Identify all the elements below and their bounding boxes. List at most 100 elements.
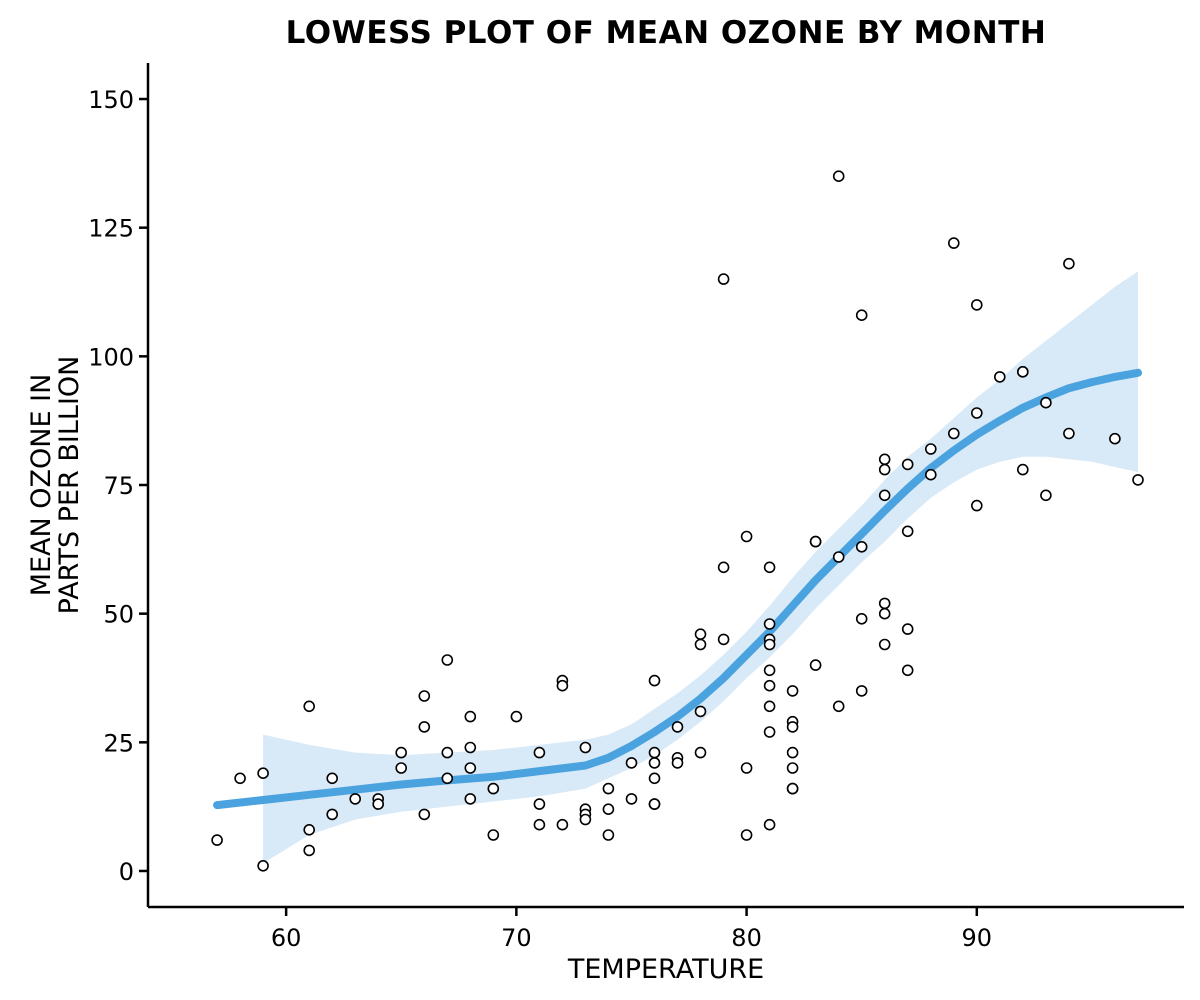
data-point <box>924 468 937 481</box>
y-tick-label-50: 50 <box>103 601 134 629</box>
data-point <box>257 859 269 872</box>
y-tick-label-100: 100 <box>88 343 134 371</box>
data-point <box>694 746 707 759</box>
data-point <box>901 664 914 677</box>
data-point <box>303 844 316 857</box>
data-point <box>878 453 891 466</box>
data-point <box>855 309 868 322</box>
confidence-band <box>263 271 1139 864</box>
data-point <box>786 762 799 774</box>
data-point <box>1016 365 1029 378</box>
data-point <box>740 762 753 774</box>
data-point <box>786 782 799 795</box>
data-point <box>740 530 753 543</box>
data-point <box>1040 396 1052 409</box>
y-axis-label-line-1: MEAN OZONE IN <box>26 374 57 597</box>
y-axis-label-line-2: PARTS PER BILLION <box>54 356 85 615</box>
data-point <box>740 829 753 841</box>
data-point <box>878 489 891 502</box>
data-point <box>418 808 431 821</box>
data-point <box>832 170 845 182</box>
data-point <box>556 818 569 831</box>
data-point <box>763 818 776 831</box>
data-point <box>234 772 246 785</box>
data-point <box>671 721 684 733</box>
data-point <box>418 721 431 733</box>
data-point <box>1132 474 1144 486</box>
data-point <box>878 597 891 610</box>
lowess-line-layer <box>213 368 1142 810</box>
data-point <box>901 623 914 635</box>
data-point <box>349 793 362 805</box>
x-tick-label-70: 70 <box>501 924 532 952</box>
x-axis-label: TEMPERATURE <box>567 954 764 985</box>
data-point <box>441 746 454 759</box>
data-point <box>970 299 983 311</box>
data-point <box>947 427 960 440</box>
data-point <box>832 700 845 713</box>
data-point <box>901 458 914 471</box>
data-point <box>533 798 546 810</box>
data-point <box>763 726 776 738</box>
data-point <box>717 273 730 285</box>
data-point <box>763 618 776 630</box>
data-point <box>556 679 569 692</box>
data-point <box>533 818 546 831</box>
data-point <box>487 782 500 795</box>
data-point <box>809 535 822 548</box>
data-point <box>763 679 776 692</box>
data-point <box>211 834 223 846</box>
data-point <box>441 654 454 666</box>
data-point <box>464 793 477 805</box>
data-point <box>1109 432 1121 445</box>
data-point <box>993 371 1006 383</box>
data-point <box>763 664 776 677</box>
data-point <box>809 659 822 671</box>
data-point <box>694 705 707 718</box>
data-point <box>648 674 661 687</box>
lowess-line <box>213 368 1142 810</box>
data-point <box>878 638 891 651</box>
data-point <box>970 407 983 419</box>
data-point <box>1063 427 1075 440</box>
data-point <box>579 813 592 826</box>
data-point <box>694 638 707 651</box>
data-point <box>372 798 385 810</box>
chart-title: LOWESS PLOT OF MEAN OZONE BY MONTH <box>286 15 1047 51</box>
y-axis-label: MEAN OZONE IN PARTS PER BILLION <box>26 356 85 615</box>
data-point <box>625 757 638 769</box>
data-point <box>1040 489 1052 502</box>
data-point <box>395 746 408 759</box>
x-tick-label-80: 80 <box>731 924 762 952</box>
data-point <box>786 685 799 697</box>
data-point <box>326 772 339 785</box>
data-point <box>441 772 454 785</box>
data-point <box>671 757 684 769</box>
data-point <box>947 237 960 249</box>
data-point <box>648 746 661 759</box>
data-point <box>878 463 891 476</box>
data-point <box>395 762 408 774</box>
x-tick-label-60: 60 <box>271 924 302 952</box>
data-point <box>464 762 477 774</box>
points-layer <box>211 170 1144 872</box>
data-point <box>717 633 730 646</box>
data-point <box>625 793 638 805</box>
data-point <box>855 612 868 625</box>
data-point <box>878 607 891 620</box>
data-point <box>648 757 661 769</box>
data-point <box>648 772 661 785</box>
data-point <box>763 638 776 651</box>
data-point <box>464 710 477 723</box>
data-point <box>303 823 316 836</box>
data-point <box>648 798 661 810</box>
data-point <box>326 808 339 821</box>
data-point <box>763 700 776 713</box>
data-point <box>257 767 269 780</box>
data-point <box>510 710 523 723</box>
data-point <box>602 803 615 816</box>
data-point <box>855 540 868 553</box>
data-point <box>855 685 868 697</box>
data-point <box>602 829 615 841</box>
